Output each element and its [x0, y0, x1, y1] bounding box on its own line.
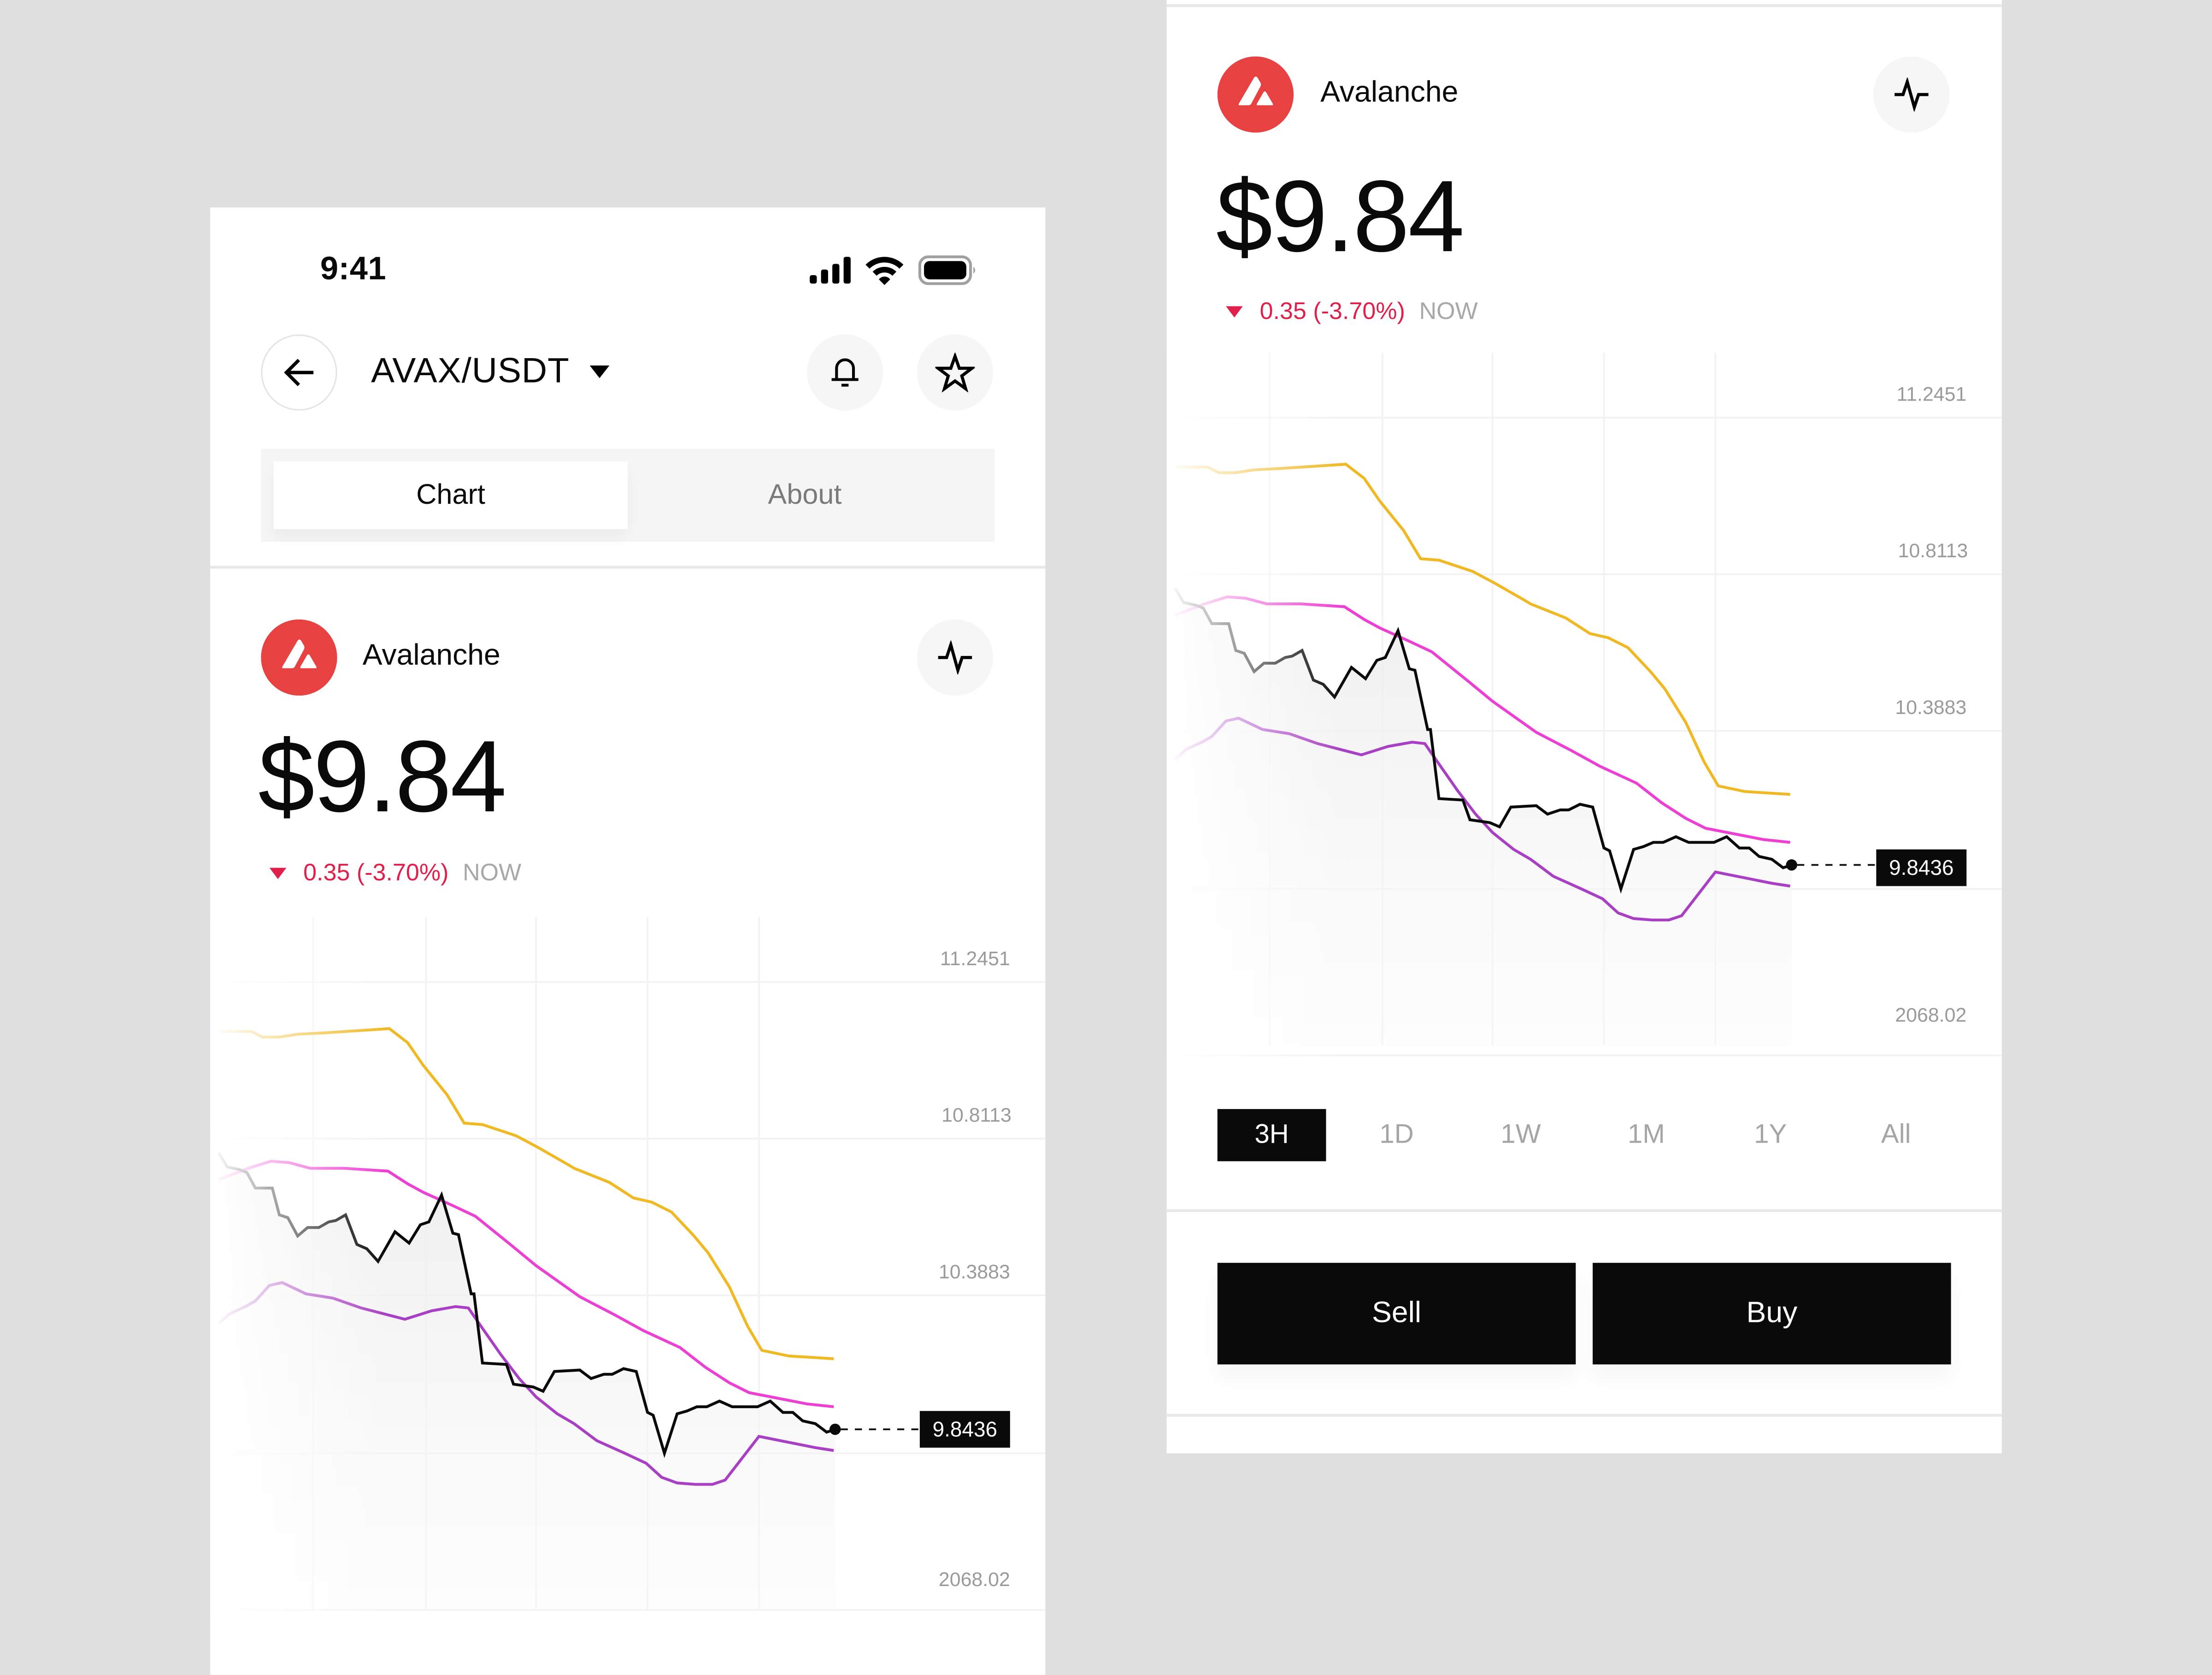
wifi-icon	[865, 255, 905, 294]
change-period: NOW	[1419, 297, 1478, 325]
range-3h[interactable]: 3H	[1217, 1109, 1326, 1162]
star-icon	[935, 353, 975, 393]
pair-label: AVAX/USDT	[371, 351, 570, 391]
avalanche-logo-icon	[1217, 56, 1294, 140]
y-axis-label: 10.8113	[1898, 539, 1968, 562]
back-button[interactable]	[261, 334, 337, 411]
arrow-left-icon	[284, 359, 314, 386]
current-value-tag: 9.8436	[1876, 849, 1967, 886]
y-axis-label: 11.2451	[940, 947, 1010, 970]
range-1y[interactable]: 1Y	[1754, 1120, 1787, 1150]
coin-name: Avalanche	[362, 639, 500, 672]
range-all[interactable]: All	[1881, 1120, 1911, 1150]
status-time: 9:41	[320, 249, 387, 287]
battery-icon	[918, 255, 978, 294]
mobile-screen-trade: Avalanche $9.84 0.35 (-3.70%) NOW	[1166, 0, 2002, 1454]
bell-icon	[831, 358, 859, 387]
indicator-button[interactable]	[1873, 56, 1950, 133]
mobile-screen-chart: 9:41 AVAX/USDT Chart About	[210, 207, 1046, 1675]
y-axis-label: 10.3883	[1895, 696, 1967, 719]
coin-price: $9.84	[1216, 160, 1465, 274]
y-axis-label: 2068.02	[938, 1567, 1010, 1590]
change-value: 0.35 (-3.70%)	[1259, 297, 1405, 325]
caret-down-icon	[269, 867, 287, 879]
y-axis-label: 10.8113	[941, 1103, 1012, 1126]
current-value-tag: 9.8436	[919, 1411, 1010, 1448]
coin-price: $9.84	[258, 721, 506, 834]
range-1m[interactable]: 1M	[1628, 1120, 1665, 1150]
sell-button[interactable]: Sell	[1217, 1262, 1576, 1365]
change-value: 0.35 (-3.70%)	[303, 859, 449, 886]
y-axis-label: 11.2451	[1896, 382, 1967, 405]
range-1d[interactable]: 1D	[1379, 1120, 1414, 1150]
cellular-signal-icon	[808, 257, 853, 292]
caret-down-icon	[1226, 306, 1243, 318]
y-axis-label: 2068.02	[1895, 1003, 1967, 1026]
price-chart[interactable]: 11.2451 10.8113 10.3883 9.8436 2068.02	[210, 913, 1046, 1675]
activity-pulse-icon	[938, 640, 972, 675]
divider	[1166, 4, 2002, 7]
buy-button[interactable]: Buy	[1593, 1262, 1951, 1365]
caret-down-icon	[589, 365, 609, 378]
activity-pulse-icon	[1894, 77, 1929, 112]
indicator-button[interactable]	[917, 619, 994, 696]
tab-about[interactable]: About	[768, 479, 842, 510]
change-period: NOW	[463, 859, 522, 886]
coin-name: Avalanche	[1320, 76, 1459, 109]
favorite-button[interactable]	[917, 334, 994, 411]
price-change: 0.35 (-3.70%) NOW	[269, 859, 522, 887]
divider	[1166, 1209, 2002, 1212]
price-chart[interactable]: 11.2451 10.8113 10.3883 9.8436 2068.02	[1166, 348, 2002, 1058]
alerts-button[interactable]	[807, 334, 883, 411]
price-change: 0.35 (-3.70%) NOW	[1226, 298, 1478, 326]
avalanche-logo-icon	[261, 619, 337, 703]
divider	[1166, 1414, 2002, 1417]
tab-chart[interactable]: Chart	[273, 461, 628, 529]
divider	[210, 566, 1046, 569]
range-1w[interactable]: 1W	[1500, 1120, 1541, 1150]
y-axis-label: 10.3883	[938, 1260, 1010, 1283]
pair-selector[interactable]: AVAX/USDT	[371, 351, 609, 392]
